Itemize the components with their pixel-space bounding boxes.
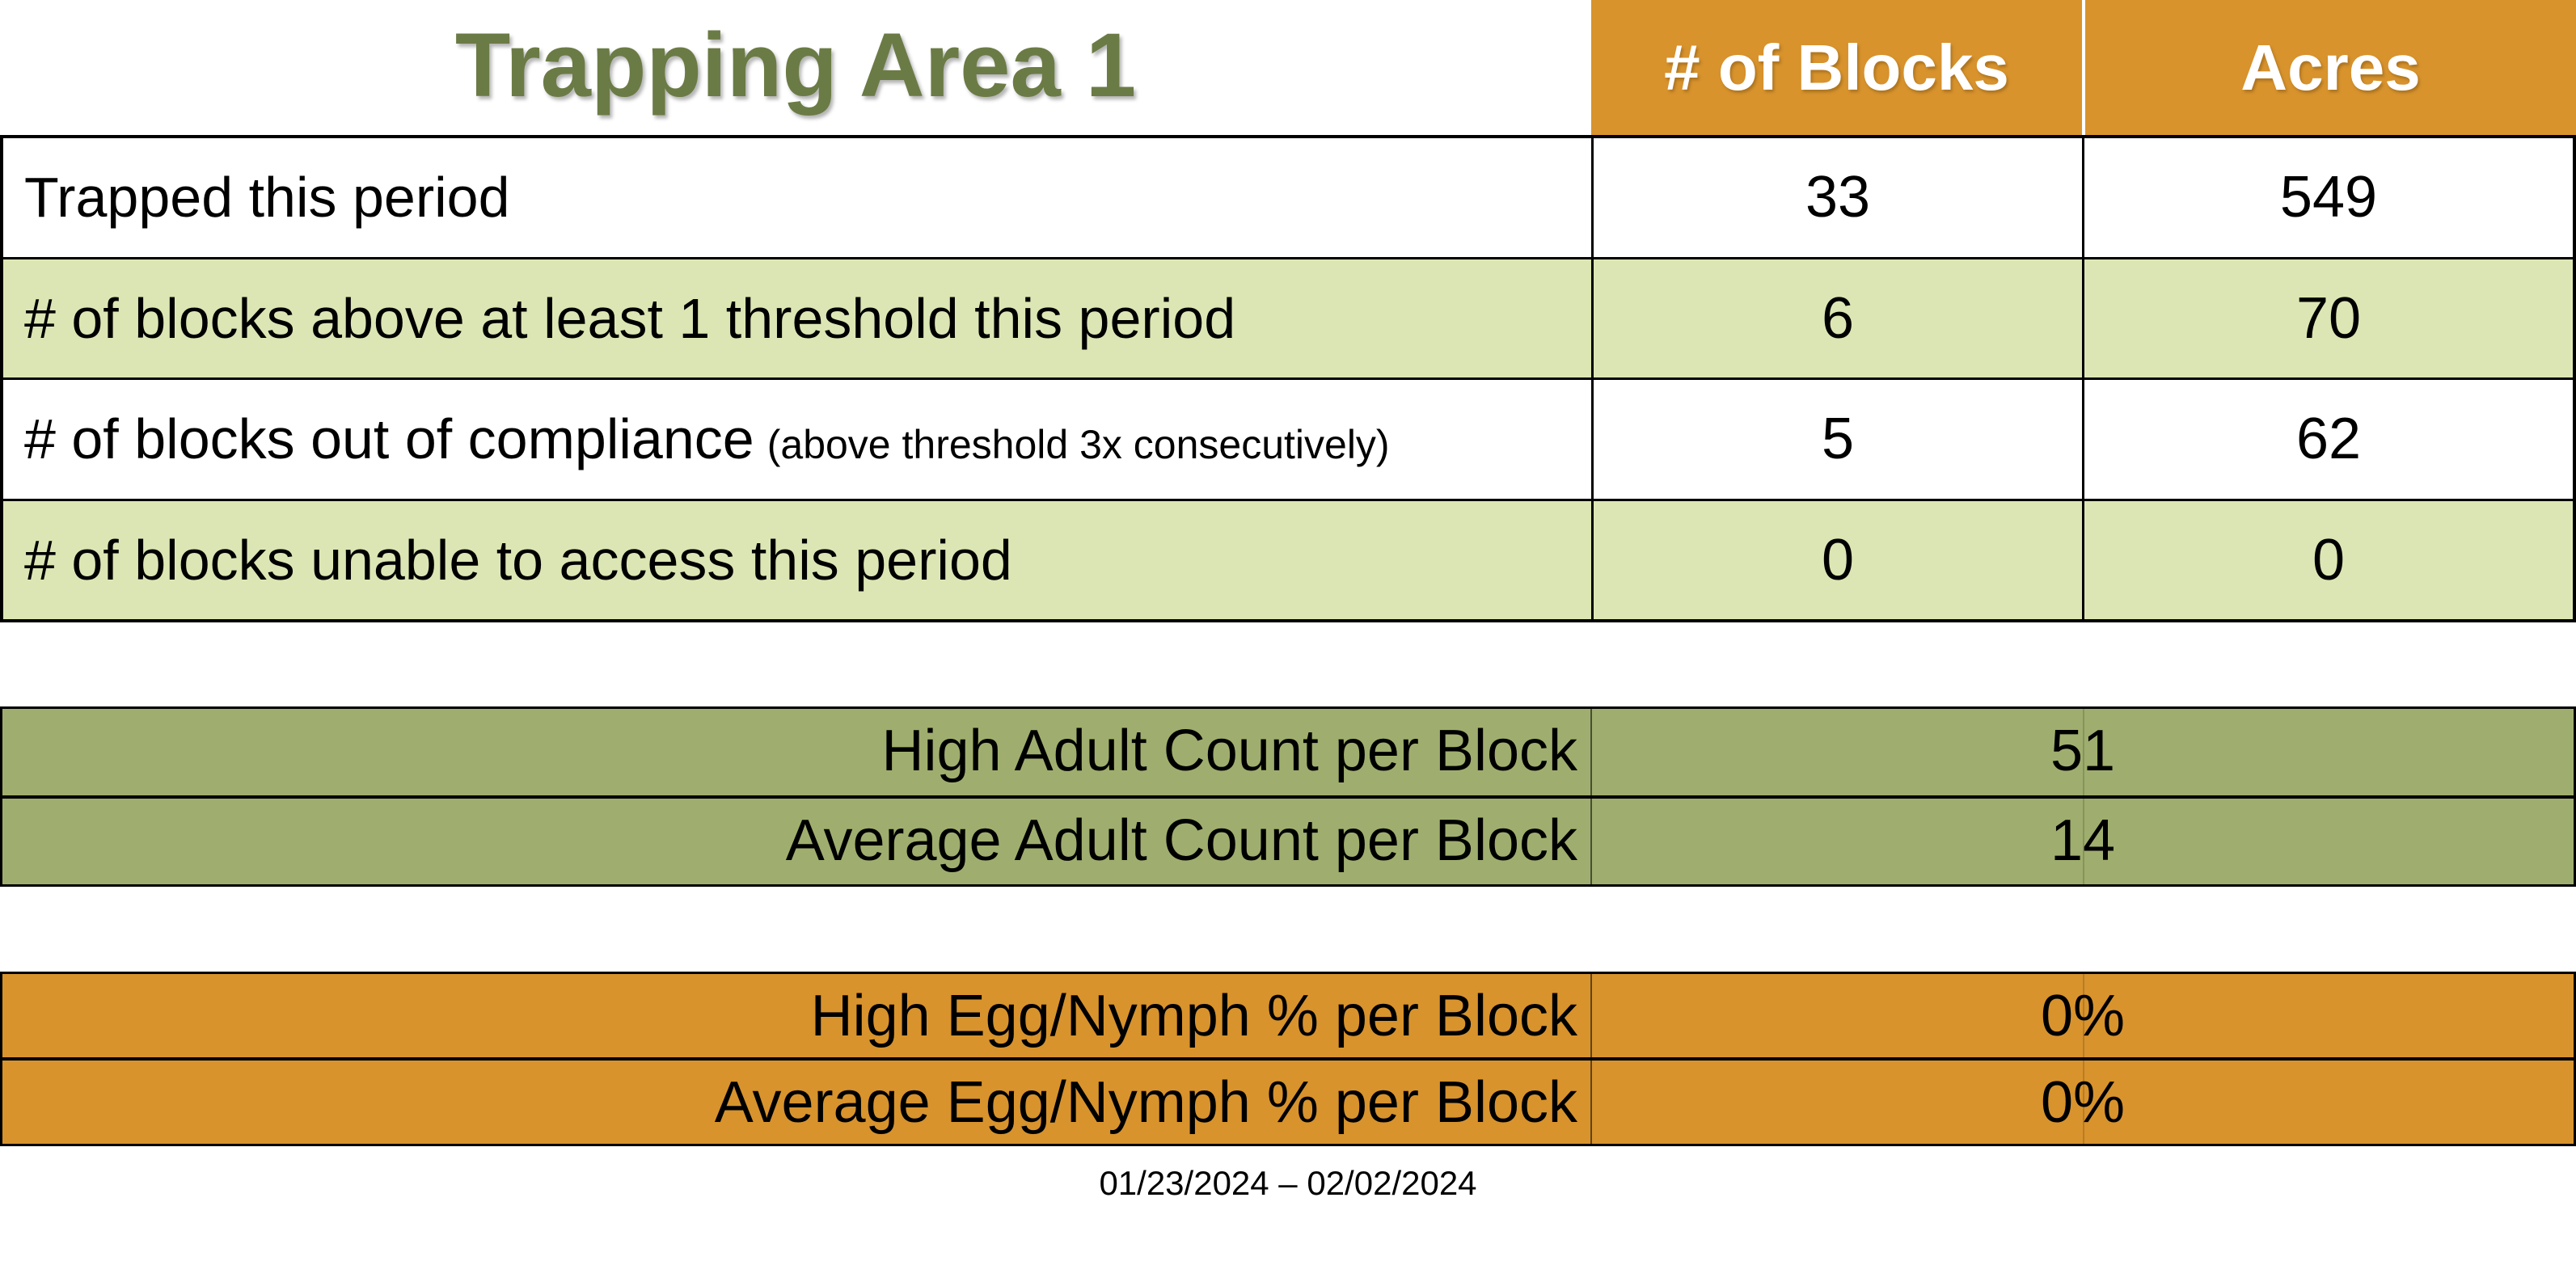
row-label: High Egg/Nymph % per Block [810, 984, 1577, 1048]
column-divider-line [2083, 709, 2084, 884]
row-label-text: # of blocks above at least 1 threshold t… [24, 286, 1236, 350]
acres-value: 70 [2082, 259, 2573, 377]
column-header-acres: Acres [2085, 0, 2576, 135]
table-row: High Adult Count per Block 51 [2, 709, 2574, 795]
blocks-value: 6 [1591, 259, 2082, 377]
acres-value: 0 [2082, 500, 2573, 619]
row-label: Trapped this period [3, 138, 1591, 257]
blocks-value: 33 [1591, 138, 2082, 257]
table-row: # of blocks above at least 1 threshold t… [3, 256, 2573, 378]
row-label: # of blocks out of compliance (above thre… [3, 380, 1591, 499]
blocks-value: 0 [1591, 500, 2082, 619]
column-header-blocks: # of Blocks [1591, 0, 2082, 135]
acres-value: 549 [2082, 138, 2573, 257]
egg-nymph-table: High Egg/Nymph % per Block 0% Average Eg… [0, 972, 2576, 1146]
row-label: Average Egg/Nymph % per Block [714, 1070, 1577, 1135]
adult-count-table: High Adult Count per Block 51 Average Ad… [0, 706, 2576, 887]
row-value: 14 [1590, 798, 2574, 884]
row-value: 0% [1590, 1061, 2574, 1144]
summary-table: Trapped this period 33 549 # of blocks a… [0, 135, 2576, 622]
table-row: # of blocks out of compliance (above thre… [3, 377, 2573, 499]
row-value: 0% [1590, 974, 2574, 1057]
page-title: Trapping Area 1 [454, 15, 1137, 116]
table-row: Trapped this period 33 549 [3, 138, 2573, 257]
acres-value: 62 [2082, 380, 2573, 499]
table-row: # of blocks unable to access this period… [3, 498, 2573, 620]
blocks-value: 5 [1591, 380, 2082, 499]
row-label-note: (above threshold 3x consecutively) [766, 422, 1390, 467]
table-row: Average Egg/Nymph % per Block 0% [2, 1057, 2574, 1144]
row-label: # of blocks above at least 1 threshold t… [3, 259, 1591, 378]
table-row: Average Adult Count per Block 14 [2, 795, 2574, 884]
date-range: 01/23/2024 – 02/02/2024 [1099, 1164, 1477, 1202]
row-label-text: # of blocks unable to access this period [24, 528, 1012, 592]
row-label-text: # of blocks out of compliance [24, 407, 754, 470]
row-label-text: Trapped this period [24, 166, 510, 229]
row-label: Average Adult Count per Block [785, 808, 1577, 873]
column-divider-line [2083, 974, 2084, 1144]
table-row: High Egg/Nymph % per Block 0% [2, 974, 2574, 1057]
row-value: 51 [1590, 709, 2574, 795]
row-label: # of blocks unable to access this period [3, 501, 1591, 620]
row-label: High Adult Count per Block [881, 719, 1577, 783]
